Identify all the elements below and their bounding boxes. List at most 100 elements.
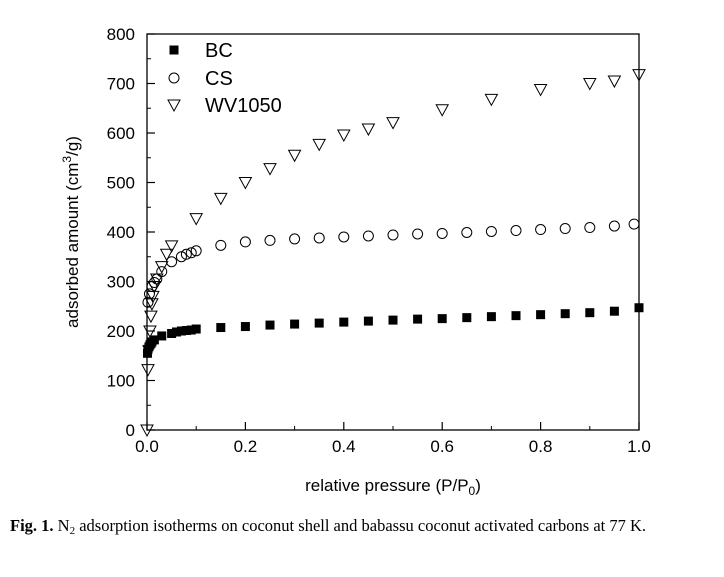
legend-label-wv1050: WV1050 xyxy=(205,95,282,117)
y-tick-label: 200 xyxy=(107,322,135,341)
data-point-wv1050 xyxy=(159,248,174,262)
data-point-cs xyxy=(362,230,374,242)
axis-ticks xyxy=(146,33,640,431)
data-point-cs xyxy=(559,223,571,235)
series-bc xyxy=(142,303,644,358)
y-tick-label: 800 xyxy=(107,25,135,44)
caption-label: Fig. 1. xyxy=(10,516,54,535)
data-point-bc xyxy=(186,325,196,335)
y-tick-label: 700 xyxy=(107,75,135,94)
data-point-wv1050 xyxy=(287,149,302,163)
data-point-wv1050 xyxy=(144,310,158,324)
y-tick-label: 0 xyxy=(126,421,135,440)
data-point-cs xyxy=(190,245,202,257)
data-point-cs xyxy=(584,222,596,234)
data-point-bc xyxy=(585,308,595,318)
data-point-cs xyxy=(485,226,497,238)
data-point-bc xyxy=(314,318,324,328)
data-point-bc xyxy=(176,326,186,336)
data-point-bc xyxy=(560,309,570,319)
series-wv1050 xyxy=(140,69,646,438)
data-point-cs xyxy=(510,225,522,237)
data-point-bc xyxy=(462,313,472,323)
data-point-wv1050 xyxy=(154,261,169,274)
data-point-wv1050 xyxy=(164,240,179,253)
data-point-bc xyxy=(265,320,275,330)
data-point-bc xyxy=(536,310,546,320)
y-tick-label: 300 xyxy=(107,273,135,292)
x-tick-label: 0.6 xyxy=(430,437,454,456)
data-point-wv1050 xyxy=(140,424,154,438)
data-marks xyxy=(140,69,646,438)
legend-label-cs: CS xyxy=(205,68,233,90)
plot-frame xyxy=(146,33,640,431)
data-point-wv1050 xyxy=(263,163,277,176)
x-tick-label: 0.2 xyxy=(234,437,258,456)
data-point-cs xyxy=(338,231,350,243)
data-point-wv1050 xyxy=(142,345,156,358)
data-point-cs xyxy=(180,248,192,260)
data-point-bc xyxy=(240,322,250,332)
data-point-bc xyxy=(181,326,191,336)
x-tick-label: 0.4 xyxy=(332,437,356,456)
data-point-bc xyxy=(388,315,398,325)
x-tick-label: 1.0 xyxy=(627,437,651,456)
data-point-wv1050 xyxy=(238,177,253,190)
data-point-bc xyxy=(290,319,300,329)
data-point-cs xyxy=(535,224,547,236)
data-point-bc xyxy=(339,317,349,327)
data-point-wv1050 xyxy=(533,83,548,97)
data-point-bc xyxy=(413,314,423,324)
data-point-wv1050 xyxy=(484,93,499,107)
data-point-cs xyxy=(461,226,473,238)
legend-label-bc: BC xyxy=(205,40,233,62)
data-point-bc xyxy=(167,328,177,338)
legend: BC CS WV1050 xyxy=(167,40,282,117)
x-tick-label: 0.8 xyxy=(529,437,553,456)
data-point-cs xyxy=(313,232,325,244)
data-point-wv1050 xyxy=(145,298,159,311)
data-point-wv1050 xyxy=(361,123,376,137)
caption-text-2: adsorption isotherms on coconut shell an… xyxy=(75,516,647,535)
data-point-wv1050 xyxy=(632,69,646,82)
y-tick-label: 600 xyxy=(107,124,135,143)
data-point-wv1050 xyxy=(312,138,327,152)
data-point-wv1050 xyxy=(213,192,228,206)
legend-marker-cs xyxy=(168,72,180,84)
y-tick-label: 100 xyxy=(107,372,135,391)
data-point-wv1050 xyxy=(582,78,597,91)
series-cs xyxy=(142,218,640,308)
figure-caption: Fig. 1. N2 adsorption isotherms on cocon… xyxy=(10,513,722,538)
data-point-cs xyxy=(239,236,251,248)
data-point-cs xyxy=(175,251,187,263)
data-point-bc xyxy=(437,314,447,324)
data-point-cs xyxy=(436,227,448,239)
data-point-cs xyxy=(412,228,424,240)
data-point-cs xyxy=(215,239,227,251)
chart: 0.0 0.2 0.4 0.6 0.8 1.0 0 100 200 300 400 500 600 700… xyxy=(60,25,651,498)
data-point-cs xyxy=(264,234,276,246)
data-point-bc xyxy=(634,303,644,313)
y-tick-label: 400 xyxy=(107,223,135,242)
data-point-bc xyxy=(609,306,619,316)
data-point-wv1050 xyxy=(607,75,622,89)
data-point-bc xyxy=(172,327,182,337)
chart-figure: 0.0 0.2 0.4 0.6 0.8 1.0 0 100 200 300 400 500 600 700… xyxy=(60,25,651,498)
y-tick-label: 500 xyxy=(107,174,135,193)
caption-text-1: N xyxy=(53,516,70,535)
data-point-bc xyxy=(363,316,373,326)
data-point-wv1050 xyxy=(189,213,204,226)
data-point-wv1050 xyxy=(141,364,155,377)
data-point-bc xyxy=(157,331,167,341)
legend-marker-wv1050 xyxy=(167,99,181,113)
data-point-cs xyxy=(628,218,640,230)
data-point-wv1050 xyxy=(336,129,351,143)
data-point-wv1050 xyxy=(143,325,157,339)
data-point-bc xyxy=(216,323,226,333)
y-axis-title: adsorbed amount (cm3/g) xyxy=(60,136,82,328)
data-point-wv1050 xyxy=(149,273,164,287)
data-point-bc xyxy=(149,335,159,345)
data-point-cs xyxy=(387,229,399,241)
data-point-cs xyxy=(185,247,197,259)
data-point-bc xyxy=(191,324,201,334)
